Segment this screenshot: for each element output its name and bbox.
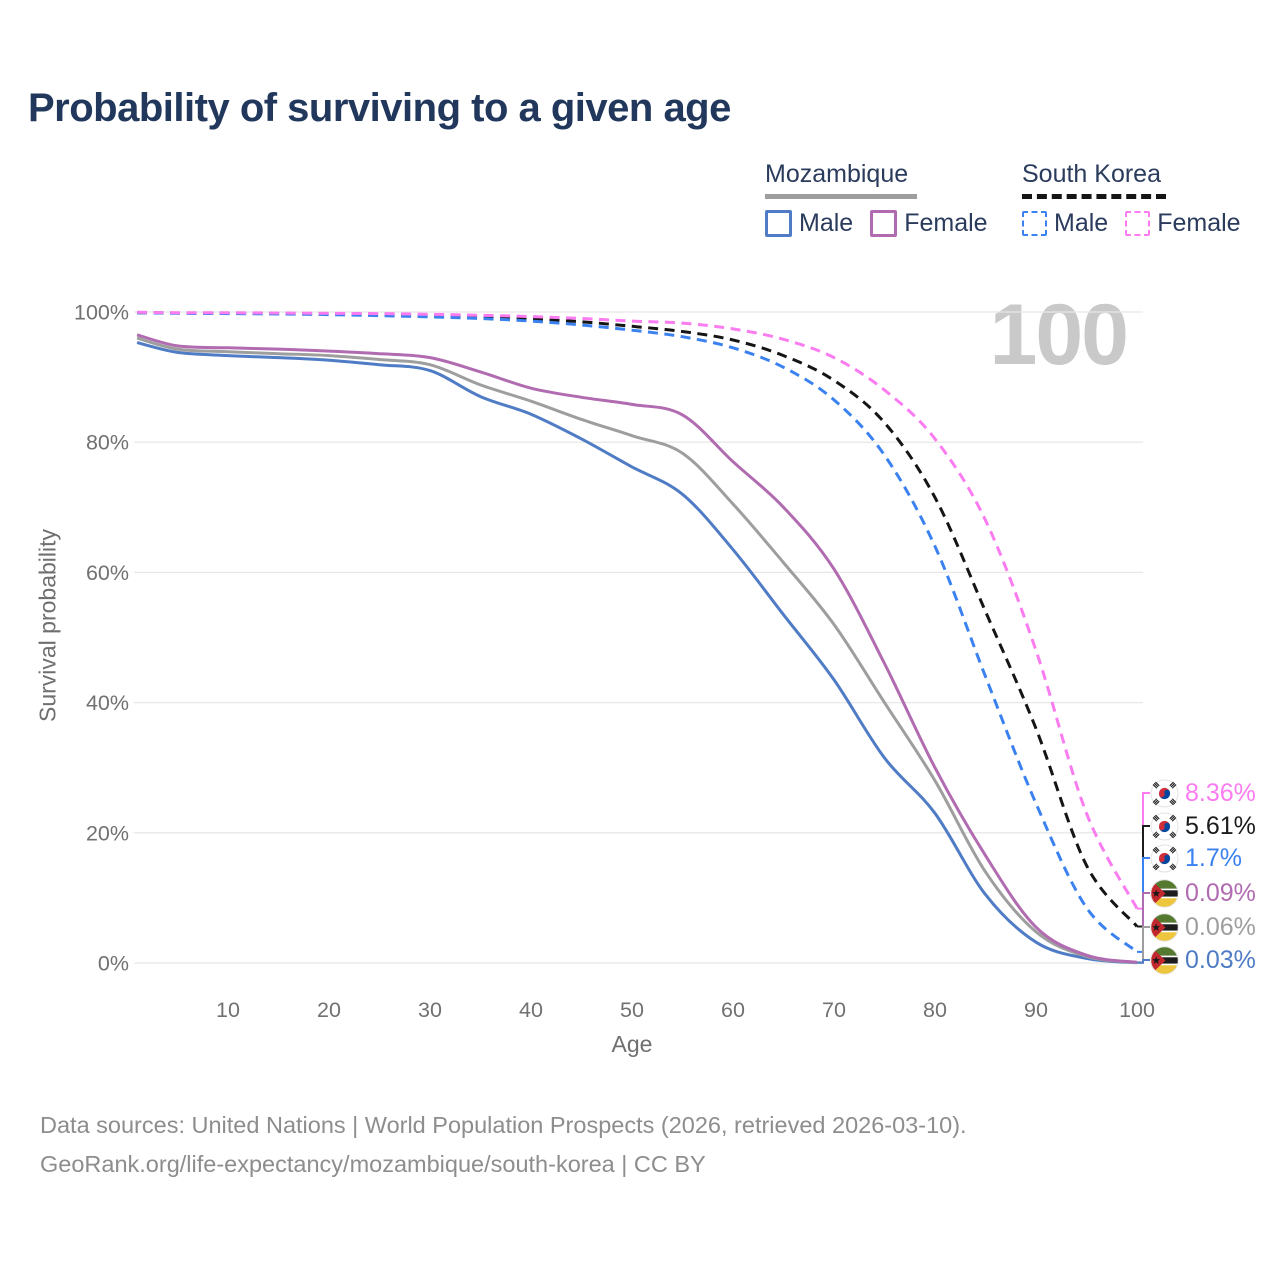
end-label-connector [1137,959,1150,964]
x-tick-label: 50 [620,998,644,1022]
end-label-value: 1.7% [1185,843,1242,872]
south-korea-flag-icon [1150,844,1179,873]
series-line-mozambique-female[interactable] [136,333,1138,964]
legend-country-south-korea[interactable]: South Korea [1022,160,1161,188]
x-tick-label: 70 [822,998,846,1022]
legend-item-south-korea-female[interactable]: Female [1125,209,1241,238]
data-sources-note: Data sources: United Nations | World Pop… [40,1112,967,1138]
x-axis-title: Age [611,1031,653,1057]
mozambique-flag-icon [1150,879,1179,908]
end-label-value: 0.09% [1185,878,1256,907]
south-korea-flag-icon [1150,812,1179,841]
legend-label: Female [1157,209,1241,237]
legend-label: Male [799,209,854,237]
y-tick-label: 100% [74,301,129,325]
south-korea-male-checkbox[interactable] [1022,211,1047,236]
legend-country-mozambique[interactable]: Mozambique [765,160,909,188]
legend-item-mozambique-female[interactable]: Female [870,209,988,238]
legend-item-mozambique-male[interactable]: Male [765,209,853,238]
legend-label: Female [904,209,988,237]
x-tick-label: 80 [923,998,947,1022]
end-label-row[interactable]: 8.36% [1150,778,1256,808]
south-korea-dashed-line-swatch [1022,194,1166,199]
end-label-row[interactable]: 0.06% [1150,912,1256,942]
end-label-row[interactable]: 1.7% [1150,843,1242,873]
end-label-value: 8.36% [1185,778,1256,807]
y-tick-label: 0% [98,952,129,976]
series-line-mozambique[interactable] [136,336,1138,965]
series-line-south-korea-female[interactable] [137,310,1139,910]
mozambique-female-checkbox[interactable] [870,210,898,237]
y-tick-label: 60% [86,561,129,585]
footer: Data sources: United Nations | World Pop… [40,1106,967,1184]
legend-label: Male [1054,209,1109,237]
x-tick-label: 10 [216,998,240,1022]
end-label-value: 0.03% [1185,945,1256,974]
legend-item-south-korea-male[interactable]: Male [1022,209,1108,238]
x-tick-label: 20 [317,998,341,1022]
end-label-value: 0.06% [1185,912,1256,941]
legend-group-mozambique: Mozambique Male Female [765,160,988,238]
legend-group-south-korea: South Korea Male Female [1022,160,1241,238]
y-tick-label: 80% [86,431,129,455]
end-label-row[interactable]: 5.61% [1150,811,1256,841]
series-line-mozambique-male[interactable] [136,341,1138,965]
mozambique-male-checkbox[interactable] [765,210,792,237]
end-label-row[interactable]: 0.03% [1150,945,1256,975]
mozambique-solid-line-swatch [765,194,917,199]
x-tick-label: 40 [519,998,543,1022]
y-tick-label: 20% [86,821,129,845]
x-tick-label: 100 [1119,998,1155,1022]
x-tick-label: 30 [418,998,442,1022]
south-korea-female-checkbox[interactable] [1125,211,1151,236]
chart-title: Probability of surviving to a given age [28,86,731,130]
mozambique-flag-icon [1150,913,1179,942]
end-label-value: 5.61% [1185,811,1256,840]
source-url-license: GeoRank.org/life-expectancy/mozambique/s… [40,1151,706,1177]
mozambique-flag-icon [1150,946,1179,975]
x-tick-label: 90 [1024,998,1048,1022]
watermark-age-indicator: 100 [989,287,1129,383]
end-label-row[interactable]: 0.09% [1150,878,1256,908]
south-korea-flag-icon [1150,779,1179,808]
x-tick-label: 60 [721,998,745,1022]
y-tick-label: 40% [86,691,129,715]
series-line-south-korea[interactable] [137,311,1139,928]
